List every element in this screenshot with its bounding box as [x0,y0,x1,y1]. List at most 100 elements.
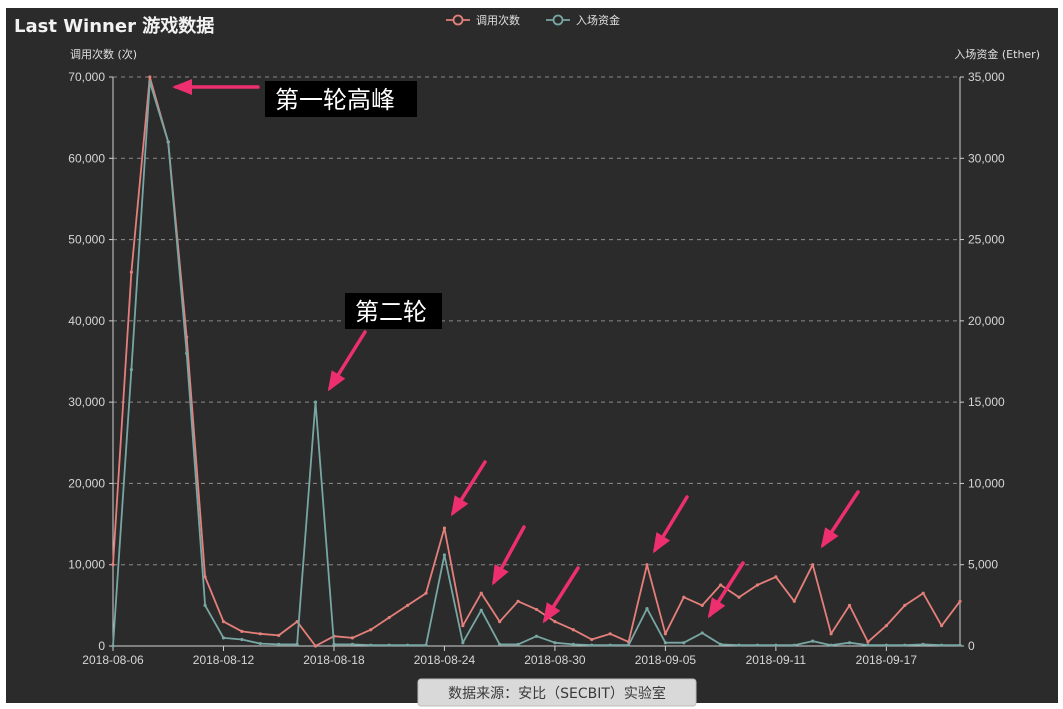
y-right-tick-label: 25,000 [968,233,1005,247]
annotation-arrow-head [327,370,346,392]
series-1-point [240,637,244,642]
source-note-text: 数据来源：安比（SECBIT）实验室 [448,685,666,702]
source-note: 数据来源：安比（SECBIT）实验室 [417,678,697,707]
series-1-point [663,641,667,645]
annotation-first-peak-text: 第一轮高峰 [275,86,395,114]
series-1-point [479,608,483,612]
annotation-arrow-head [652,532,671,554]
y-right-tick-label: 15,000 [968,395,1005,409]
series-1-point [129,368,134,372]
series-0-point [792,599,796,603]
annotation-first-peak-box [265,81,417,117]
series-1-point [700,631,704,635]
series-0-point [148,75,152,79]
series-1-point [387,643,391,647]
series-1-point [203,603,207,607]
series-lines [111,75,962,648]
series-0-point [461,624,465,628]
y-right-tick-label: 5,000 [968,558,998,572]
x-tick-label: 2018-08-18 [303,653,365,667]
series-0-point [719,583,723,587]
annotation-second-round-text: 第二轮 [355,298,427,326]
series-1-point [332,642,336,646]
series-0-point [479,591,483,595]
series-0-point [663,632,667,636]
series-0-point [590,637,594,642]
series-1-point [295,642,299,646]
x-tick-label: 2018-09-11 [746,653,807,667]
series-1-point [148,80,152,84]
chart-title: Last Winner 游戏数据 [14,15,214,37]
series-0-point [829,632,833,636]
series-1-point [590,643,594,647]
series-0-point [645,563,649,567]
series-0-point [498,620,502,624]
series-1-point [755,643,760,647]
annotation-first-peak: 第一轮高峰 [265,81,417,117]
series-1-point [185,351,189,355]
series-1-point [424,643,428,647]
annotation-arrows [172,79,860,624]
series-0-point [755,583,760,587]
y-axis-right-label: 入场资金 (Ether) [954,47,1040,61]
series-0-point [608,632,612,636]
y-left-tick-label: 50,000 [68,233,105,247]
series-0-point [406,603,410,607]
series-0-point [313,644,318,648]
x-tick-label: 2018-08-06 [82,653,144,667]
x-tick-label: 2018-08-30 [524,653,586,667]
series-1-point [498,642,502,646]
series-0-point [958,599,962,603]
series-1-point [719,642,723,646]
series-1-point [608,643,612,647]
series-1-point [166,140,170,144]
series-1-point [406,643,410,647]
series-1-point [442,553,447,557]
annotation-arrow-head [450,495,469,517]
series-1-point [847,641,852,645]
legend-marker-series-1 [552,14,564,26]
annotation-arrow-head [820,527,839,549]
series-0-point [737,595,741,599]
series-1-point [829,643,833,647]
series-0-point [203,575,207,579]
annotation-second-round: 第二轮 [345,293,442,329]
y-right-tick-label: 35,000 [968,70,1005,84]
x-tick-label: 2018-08-24 [414,653,476,667]
series-1-point [313,400,318,404]
series-0-point [553,620,557,624]
series-0-point [516,599,520,603]
series-1-point [737,643,741,647]
chart-panel [6,8,1058,703]
series-0-point [369,628,373,632]
series-line-0 [112,76,961,647]
series-0-point [884,624,888,628]
y-left-tick-label: 70,000 [68,70,105,84]
series-0-point [921,591,925,595]
series-1-point [939,643,944,647]
grid-lines [113,76,960,566]
series-0-point [111,563,115,567]
series-0-point [221,620,226,624]
legend-item-series-1[interactable]: 入场资金 [546,13,620,27]
series-1-point [516,642,520,646]
y-left-tick-label: 20,000 [68,476,105,490]
y-left-tick-label: 60,000 [68,151,105,165]
series-0-point [903,603,907,607]
annotation-arrow-head [542,602,561,624]
y-axis-left-label: 调用次数 (次) [70,47,137,61]
series-1-point [958,643,962,647]
series-1-point [774,643,778,647]
series-0-point [534,607,539,612]
series-0-point [258,632,262,636]
series-1-point [277,642,281,646]
annotation-arrow-head [172,79,192,95]
source-note-box [417,678,697,707]
series-1-point [258,641,262,646]
legend-item-series-0[interactable]: 调用次数 [446,13,520,27]
y-left-tick-label: 0 [98,639,105,653]
series-1-point [903,643,907,647]
annotation-arrow-head [492,564,509,586]
y-left-tick-label: 10,000 [68,558,105,572]
x-tick-label: 2018-08-12 [193,653,255,667]
